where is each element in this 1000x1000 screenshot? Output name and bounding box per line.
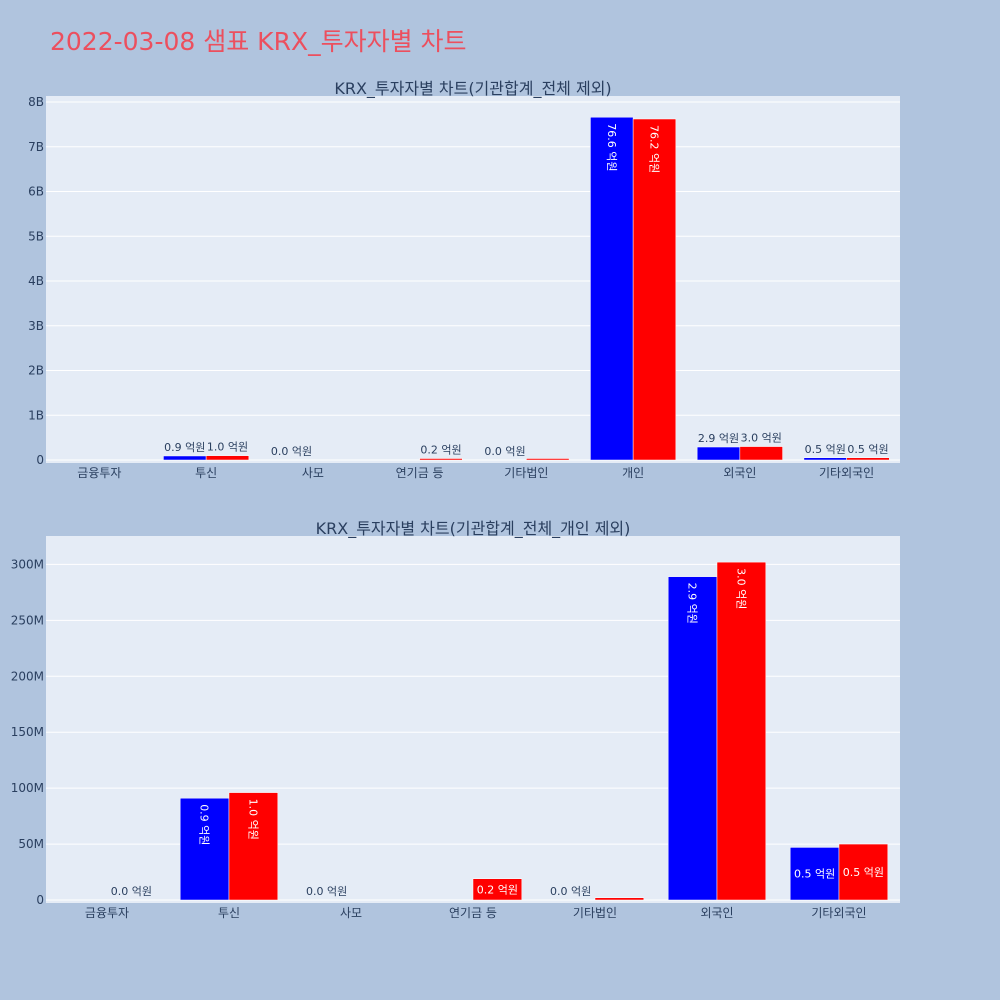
- bottom-bar-label: 0.9 억원: [198, 804, 211, 845]
- top-ytick-label: 3B: [28, 319, 44, 333]
- bottom-bar: [594, 897, 645, 901]
- top-bar-label: 0.0 억원: [484, 445, 525, 458]
- bottom-ytick-label: 50M: [18, 837, 44, 851]
- top-ytick-label: 1B: [28, 408, 44, 422]
- bottom-bar-label: 0.0 억원: [111, 885, 152, 898]
- bottom-xtick-label: 기타외국인: [811, 906, 866, 920]
- top-bar-label: 2.9 억원: [698, 432, 739, 445]
- bottom-xtick-label: 연기금 등: [449, 906, 497, 920]
- top-xtick-label: 투신: [195, 466, 217, 480]
- bottom-bar-label: 2.9 억원: [686, 583, 699, 624]
- bottom-bar: [228, 792, 279, 901]
- top-ytick-label: 7B: [28, 140, 44, 154]
- bottom-bar: [667, 576, 718, 901]
- bottom-ytick-label: 300M: [11, 557, 44, 571]
- top-bar-label: 0.5 억원: [805, 443, 846, 456]
- bottom-bar-label: 0.5 억원: [843, 866, 884, 879]
- top-bar-label: 0.9 억원: [164, 441, 205, 454]
- bottom-bar-label: 3.0 억원: [734, 568, 747, 609]
- top-bar-label: 76.2 억원: [647, 125, 660, 173]
- top-bar-label: 0.2 억원: [420, 444, 461, 457]
- top-bar-label: 0.5 억원: [847, 443, 888, 456]
- bottom-bar: [179, 797, 230, 901]
- top-ytick-label: 0: [36, 453, 44, 467]
- bottom-bar: [472, 878, 523, 901]
- top-plot-area: [46, 96, 900, 463]
- top-bar: [739, 446, 783, 461]
- top-bar-label: 3.0 억원: [741, 432, 782, 445]
- bottom-xtick-label: 사모: [340, 906, 362, 920]
- bottom-bar-label: 0.0 억원: [306, 885, 347, 898]
- bottom-ytick-label: 250M: [11, 613, 44, 627]
- bottom-xtick-label: 투신: [218, 906, 240, 920]
- top-bar: [419, 458, 463, 461]
- bottom-chart-title: KRX_투자자별 차트(기관합계_전체_개인 제외): [316, 519, 631, 539]
- top-bar-label: 1.0 억원: [207, 441, 248, 454]
- top-xtick-label: 사모: [302, 466, 324, 480]
- bottom-ytick-label: 200M: [11, 669, 44, 683]
- top-bar: [205, 455, 250, 461]
- top-bar: [846, 457, 890, 461]
- top-ytick-label: 2B: [28, 364, 44, 378]
- bottom-bar: [838, 843, 889, 901]
- top-bar: [590, 116, 634, 461]
- top-bar-label: 0.0 억원: [271, 445, 312, 458]
- top-bar: [526, 458, 570, 461]
- top-xtick-label: 개인: [622, 466, 644, 480]
- bottom-ytick-label: 150M: [11, 725, 44, 739]
- top-ytick-label: 4B: [28, 274, 44, 288]
- top-bar-label: 76.6 억원: [605, 123, 618, 171]
- bottom-bar-label: 0.0 억원: [550, 885, 591, 898]
- bottom-xtick-label: 금융투자: [85, 906, 129, 920]
- bottom-ytick-label: 100M: [11, 781, 44, 795]
- top-ytick-label: 6B: [28, 185, 44, 199]
- bottom-bar-label: 0.2 억원: [477, 883, 518, 896]
- bottom-bar-label: 1.0 억원: [246, 799, 259, 840]
- page-title: 2022-03-08 샘표 KRX_투자자별 차트: [50, 27, 467, 56]
- top-xtick-label: 외국인: [723, 466, 756, 480]
- top-bar: [632, 118, 677, 461]
- top-xtick-label: 연기금 등: [396, 466, 444, 480]
- bottom-plot-area: [46, 536, 900, 903]
- top-ytick-label: 8B: [28, 95, 44, 109]
- top-xtick-label: 기타외국인: [819, 466, 874, 480]
- bottom-bar-label: 0.5 억원: [794, 868, 835, 881]
- top-xtick-label: 금융투자: [77, 466, 121, 480]
- bottom-ytick-label: 0: [36, 893, 44, 907]
- top-xtick-label: 기타법인: [504, 466, 548, 480]
- bottom-xtick-label: 기타법인: [573, 906, 617, 920]
- bottom-bar: [789, 847, 840, 901]
- top-chart-title: KRX_투자자별 차트(기관합계_전체 제외): [334, 79, 611, 99]
- bottom-bar: [716, 561, 767, 901]
- bottom-xtick-label: 외국인: [700, 906, 733, 920]
- top-ytick-label: 5B: [28, 229, 44, 243]
